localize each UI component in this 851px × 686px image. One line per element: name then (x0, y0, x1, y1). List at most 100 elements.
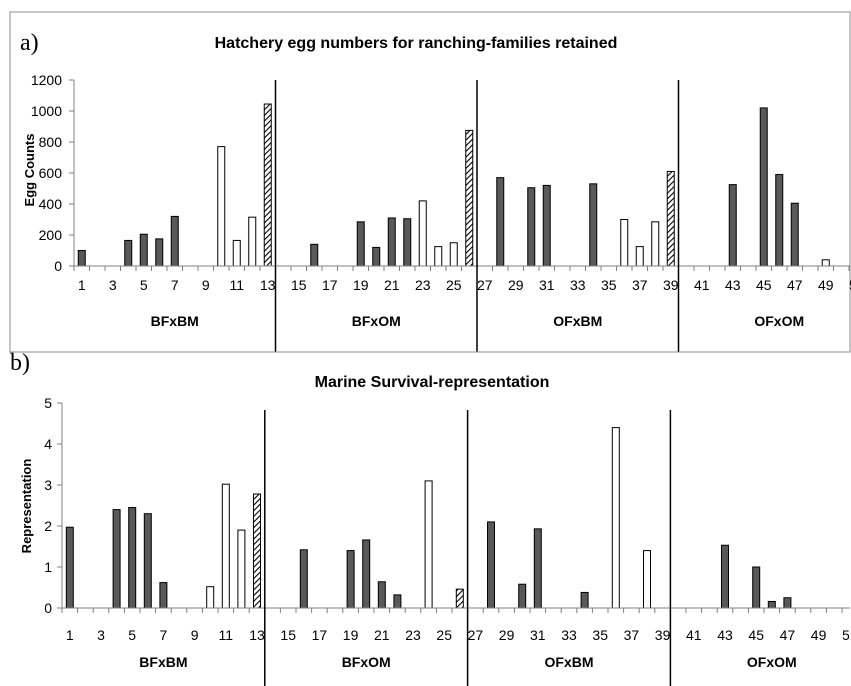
x-tick-label: 31 (530, 627, 546, 643)
bar-family-5 (139, 233, 148, 267)
bar-family-47 (783, 597, 792, 609)
bar-family-26 (465, 129, 474, 267)
x-tick-label: 49 (818, 277, 834, 293)
x-tick-label: 21 (374, 627, 390, 643)
bar-family-10 (206, 586, 215, 609)
group-label-ofxom: OFxOM (747, 654, 797, 670)
bar-family-45 (759, 107, 768, 267)
bar-family-11 (221, 483, 230, 609)
x-tick-label: 49 (811, 627, 827, 643)
y-tick-label: 0 (44, 600, 52, 616)
group-label-bfxom: BFxOM (342, 654, 391, 670)
y-tick-label: 0 (54, 258, 62, 274)
x-tick-label: 29 (508, 277, 524, 293)
bar-family-16 (299, 549, 308, 609)
bar-family-12 (248, 216, 257, 267)
panel-b-xaxis: 1 3 5 7 9 11 13 15 17 19 21 23 25 27 29 31 33 35 37 39 41 43 4… (61, 607, 851, 643)
x-tick-label: 43 (717, 627, 733, 643)
x-tick-label: 23 (415, 277, 431, 293)
bar-family-31 (542, 184, 551, 267)
bar-family-43 (721, 544, 729, 609)
panel-a-frame (9, 11, 851, 353)
bar-family-20 (362, 539, 371, 609)
bar-family-5 (128, 507, 137, 609)
x-tick-label: 13 (249, 627, 265, 643)
y-tick-label: 5 (44, 395, 52, 411)
bar-family-49 (821, 259, 830, 267)
y-tick-label: 1 (44, 559, 52, 575)
x-tick-label: 47 (787, 277, 803, 293)
x-tick-label: 43 (725, 277, 741, 293)
x-tick-label: 1 (78, 277, 86, 293)
x-tick-label: 23 (405, 627, 421, 643)
x-tick-label: 45 (756, 277, 772, 293)
x-tick-label: 5 (128, 627, 136, 643)
x-tick-label: 35 (601, 277, 617, 293)
group-label-ofxbm: OFxBM (553, 313, 602, 329)
x-tick-label: 9 (202, 277, 210, 293)
bar-family-4 (124, 239, 133, 267)
bar-family-46 (767, 600, 776, 609)
x-tick-label: 17 (322, 277, 338, 293)
bar-family-38 (651, 221, 660, 267)
group-label-bfxbm: BFxBM (139, 654, 187, 670)
panel-a-yaxis: 0 200 400 600 800 1000 1200 (31, 72, 75, 274)
bar-family-11 (232, 239, 241, 267)
bar-family-19 (356, 221, 365, 267)
panel-a-xaxis: 1 3 5 7 9 11 13 15 17 19 21 23 25 27 29 31 33 35 37 39 41 43 4… (73, 265, 851, 293)
panel-a-letter: a) (20, 30, 39, 56)
bar-family-13 (253, 493, 261, 609)
y-tick-label: 2 (44, 518, 52, 534)
group-label-bfxom: BFxOM (352, 313, 401, 329)
panel-b-ylabel: Representation (19, 459, 34, 554)
y-tick-label: 1200 (31, 72, 62, 88)
bar-family-4 (112, 509, 121, 609)
bar-family-22 (403, 218, 412, 267)
x-tick-label: 41 (694, 277, 710, 293)
bar-family-7 (170, 215, 179, 267)
bar-family-26 (455, 588, 464, 609)
x-tick-label: 3 (97, 627, 105, 643)
panel-b-dividers (264, 410, 672, 686)
bar-family-1 (77, 250, 86, 267)
x-tick-label: 15 (291, 277, 307, 293)
x-tick-label: 21 (384, 277, 400, 293)
x-tick-label: 11 (219, 627, 234, 643)
group-label-ofxbm: OFxBM (545, 654, 594, 670)
x-tick-label: 25 (436, 627, 452, 643)
panel-a-ylabel: Egg Counts (22, 134, 37, 207)
bar-family-36 (620, 219, 629, 267)
bar-family-16 (310, 243, 319, 267)
x-tick-label: 15 (280, 627, 296, 643)
x-tick-label: 19 (343, 627, 359, 643)
x-tick-label: 17 (312, 627, 328, 643)
bar-family-25 (449, 242, 458, 267)
group-label-bfxbm: BFxBM (151, 313, 199, 329)
group-label-ofxom: OFxOM (754, 313, 804, 329)
bar-family-12 (237, 529, 246, 609)
bar-family-24 (424, 480, 433, 609)
bar-family-6 (143, 513, 152, 609)
x-tick-label: 5 (140, 277, 148, 293)
x-tick-label: 39 (663, 277, 679, 293)
x-tick-label: 51 (849, 277, 851, 293)
bar-family-30 (518, 583, 527, 609)
bar-family-46 (775, 174, 784, 267)
x-tick-label: 45 (748, 627, 764, 643)
panel-b: b) Marine Survival-representation Repres… (10, 350, 851, 686)
bar-family-10 (217, 146, 226, 267)
x-tick-label: 39 (655, 627, 671, 643)
bar-family-13 (263, 103, 272, 267)
y-tick-label: 4 (44, 436, 52, 452)
bar-family-1 (65, 526, 74, 609)
x-tick-label: 11 (229, 277, 244, 293)
panel-a: a) Hatchery egg numbers for ranching-fam… (9, 11, 851, 353)
bar-family-23 (418, 200, 427, 267)
x-tick-label: 13 (260, 277, 276, 293)
bar-family-47 (790, 202, 799, 267)
x-tick-label: 27 (477, 277, 493, 293)
bar-family-31 (533, 528, 542, 609)
panel-b-bars (65, 427, 792, 609)
bar-family-30 (527, 187, 536, 267)
y-tick-label: 800 (39, 134, 63, 150)
